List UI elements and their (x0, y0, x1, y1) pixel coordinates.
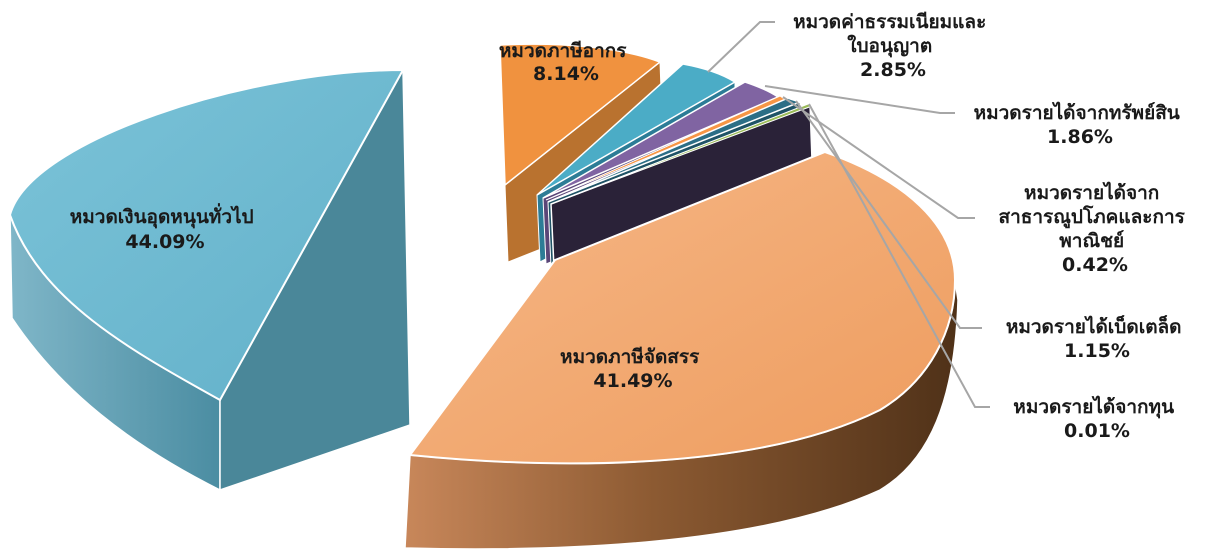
label-allocated-tax-name: หมวดภาษีจัดสรร (560, 346, 700, 368)
label-misc-income-value: 1.15% (1064, 340, 1130, 362)
leader-line-utilities-commerce (782, 96, 975, 219)
label-property-income-name: หมวดรายได้จากทรัพย์สิน (974, 101, 1180, 124)
label-utilities-commerce-name-2: สาธารณูปโภคและการ (999, 205, 1186, 229)
label-general-subsidy: หมวดเงินอุดหนุนทั่วไป 44.09% (70, 203, 261, 253)
label-utilities-commerce-name-3: พาณิชย์ (1059, 230, 1124, 252)
label-general-subsidy-value: 44.09% (125, 231, 204, 253)
data-labels: หมวดภาษีอากร 8.14% หมวดค่าธรรมเนียมและ ใ… (70, 11, 1192, 442)
leader-line-fees-licenses (707, 21, 775, 73)
label-utilities-commerce-name-1: หมวดรายได้จาก (1024, 181, 1159, 204)
label-misc-income-name: หมวดรายได้เบ็ดเตล็ด (1006, 314, 1182, 338)
label-fees-licenses-name-2: ใบอนุญาต (847, 34, 932, 58)
slice-allocated-tax (404, 150, 959, 550)
label-fees-licenses-value: 2.85% (860, 59, 926, 81)
leader-line-property-income (764, 85, 955, 114)
label-fees-licenses: หมวดค่าธรรมเนียมและ ใบอนุญาต 2.85% (793, 11, 993, 81)
slice-allocated-tax-top (408, 150, 957, 465)
label-general-subsidy-name: หมวดเงินอุดหนุนทั่วไป (70, 203, 254, 229)
label-property-income: หมวดรายได้จากทรัพย์สิน 1.86% (974, 101, 1187, 148)
label-tax-duty: หมวดภาษีอากร 8.14% (499, 40, 633, 85)
label-utilities-commerce: หมวดรายได้จาก สาธารณูปโภคและการ พาณิชย์ … (999, 181, 1192, 276)
label-tax-duty-value: 8.14% (533, 63, 599, 85)
label-property-income-value: 1.86% (1047, 126, 1113, 148)
slice-misc-income-top (547, 97, 803, 203)
slice-general-subsidy (8, 67, 411, 492)
label-capital-income-value: 0.01% (1064, 420, 1130, 442)
label-fees-licenses-name-1: หมวดค่าธรรมเนียมและ (793, 11, 986, 33)
label-tax-duty-name: หมวดภาษีอากร (499, 40, 627, 62)
label-allocated-tax: หมวดภาษีจัดสรร 41.49% (560, 346, 706, 392)
leader-line-misc-income (795, 100, 982, 329)
slice-fees-licenses-top (536, 63, 737, 196)
label-capital-income-name: หมวดรายได้จากทุน (1013, 395, 1174, 419)
slice-general-subsidy-top (8, 68, 405, 402)
label-utilities-commerce-value: 0.42% (1062, 254, 1128, 276)
label-misc-income: หมวดรายได้เบ็ดเตล็ด 1.15% (1006, 314, 1188, 362)
label-allocated-tax-value: 41.49% (593, 370, 672, 392)
leader-line-capital-income (808, 103, 990, 408)
slice-tax-duty-top (499, 43, 662, 187)
leader-lines (707, 21, 990, 408)
label-capital-income: หมวดรายได้จากทุน 0.01% (1013, 395, 1180, 442)
